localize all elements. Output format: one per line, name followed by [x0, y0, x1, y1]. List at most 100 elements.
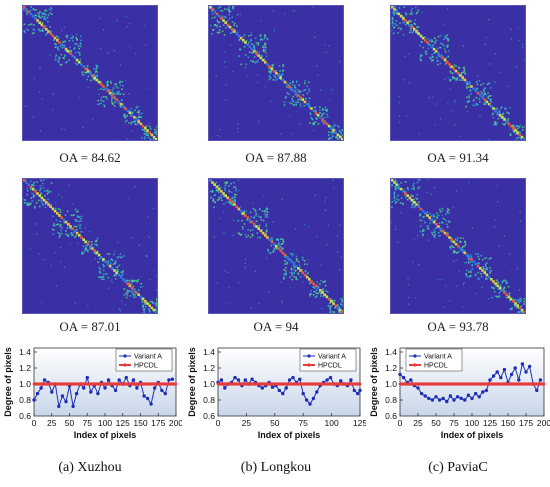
heatmap-cell: [493, 123, 495, 126]
heatmap-cell: [425, 50, 428, 53]
heatmap-cell: [444, 51, 447, 53]
heatmap-cell: [391, 18, 394, 20]
heatmap-cell: [143, 310, 146, 313]
heatmap-cell: [259, 35, 262, 37]
heatmap-diagonal-cell: [133, 289, 136, 292]
heatmap-cell: [465, 269, 468, 272]
heatmap-cell: [431, 60, 433, 62]
heatmap-cell: [153, 302, 155, 305]
heatmap-cell: [502, 112, 504, 114]
heatmap-cell: [212, 29, 214, 31]
heatmap-cell: [231, 21, 234, 23]
heatmap-cell: [61, 128, 63, 130]
heatmap-cell: [112, 103, 114, 105]
heatmap-cell: [441, 43, 444, 46]
heatmap-diagonal-cell: [27, 10, 30, 13]
heatmap-cell: [500, 117, 502, 119]
heatmap-cell: [266, 213, 268, 216]
heatmap-cell: [39, 16, 41, 19]
heatmap-cell: [124, 304, 126, 306]
heatmap-cell: [80, 220, 83, 222]
heatmap-cell: [447, 208, 449, 210]
heatmap-cell: [290, 267, 293, 270]
heatmap-cell: [518, 39, 520, 41]
heatmap-cell: [422, 230, 424, 232]
heatmap-cell: [94, 71, 97, 73]
heatmap-cell: [66, 49, 68, 52]
heatmap-diagonal-cell: [62, 218, 66, 222]
heatmap-cell: [446, 37, 448, 39]
heatmap-cell: [503, 123, 506, 126]
heatmap-cell: [329, 311, 332, 313]
heatmap-cell: [452, 75, 454, 78]
heatmap-cell: [147, 216, 149, 219]
heatmap-cell: [64, 54, 66, 57]
heatmap-cell: [228, 6, 230, 8]
heatmap-cell: [26, 203, 28, 205]
heatmap-cell: [309, 282, 311, 285]
heatmap-diagonal-cell: [393, 181, 396, 184]
heatmap-pattern: [391, 6, 525, 140]
heatmap-cell: [477, 253, 480, 255]
heatmap-cell: [47, 191, 50, 194]
heatmap-cell: [68, 59, 70, 61]
variant-a-point: [502, 367, 507, 372]
heatmap-cell: [262, 48, 265, 51]
heatmap-cell: [465, 274, 468, 277]
variant-a-point: [243, 378, 247, 382]
heatmap-cell: [485, 262, 488, 264]
heatmap-cell: [504, 107, 506, 109]
heatmap-cell: [454, 238, 457, 240]
heatmap-cell: [30, 23, 33, 26]
heatmap-cell: [403, 21, 405, 24]
variant-a-point: [535, 388, 539, 393]
heatmap-cell: [456, 77, 459, 79]
heatmap-cell: [215, 75, 217, 77]
heatmap-cell: [302, 97, 305, 100]
heatmap-cell: [146, 132, 149, 134]
heatmap-cell: [97, 88, 100, 90]
chart-caption: (c) PaviaC: [428, 460, 488, 475]
heatmap-diagonal-cell: [277, 74, 280, 77]
heatmap-cell: [280, 74, 283, 76]
heatmap-cell: [451, 246, 453, 248]
heatmap-cell: [519, 297, 522, 300]
heatmap-cell: [452, 206, 455, 208]
heatmap-cell: [71, 39, 74, 42]
heatmap-cell: [118, 264, 121, 267]
heatmap-cell: [299, 276, 302, 278]
heatmap-cell: [26, 13, 28, 15]
heatmap-cell: [247, 56, 250, 59]
heatmap-cell: [477, 277, 479, 280]
heatmap-cell: [496, 122, 498, 124]
heatmap-cell: [25, 202, 28, 204]
heatmap-cell: [144, 303, 146, 305]
heatmap-cell: [31, 32, 34, 35]
x-tick-label: 50: [65, 418, 75, 428]
heatmap-cell: [296, 88, 298, 90]
heatmap-cell: [217, 189, 220, 192]
heatmap-cell: [64, 40, 66, 43]
heatmap-diagonal-cell: [424, 39, 427, 42]
heatmap-cell: [230, 44, 232, 46]
heatmap-cell: [429, 212, 432, 215]
heatmap-cell: [252, 208, 255, 210]
heatmap-cell: [126, 26, 128, 28]
heatmap-diagonal-cell: [391, 6, 394, 9]
heatmap-cell: [244, 233, 247, 236]
heatmap-cell: [454, 251, 457, 253]
heatmap-cell: [298, 261, 300, 263]
heatmap-cell: [223, 34, 226, 36]
heatmap-cell: [115, 82, 118, 85]
heatmap-diagonal-cell: [266, 236, 269, 239]
heatmap-cell: [230, 182, 232, 185]
heatmap-cell: [252, 202, 254, 204]
heatmap-pattern: [391, 179, 525, 313]
heatmap-cell: [324, 200, 326, 203]
heatmap-cell: [394, 225, 397, 227]
heatmap-diagonal-cell: [330, 127, 333, 130]
heatmap-cell: [286, 86, 288, 88]
heatmap-cell: [279, 70, 281, 72]
heatmap-cell: [52, 109, 54, 111]
